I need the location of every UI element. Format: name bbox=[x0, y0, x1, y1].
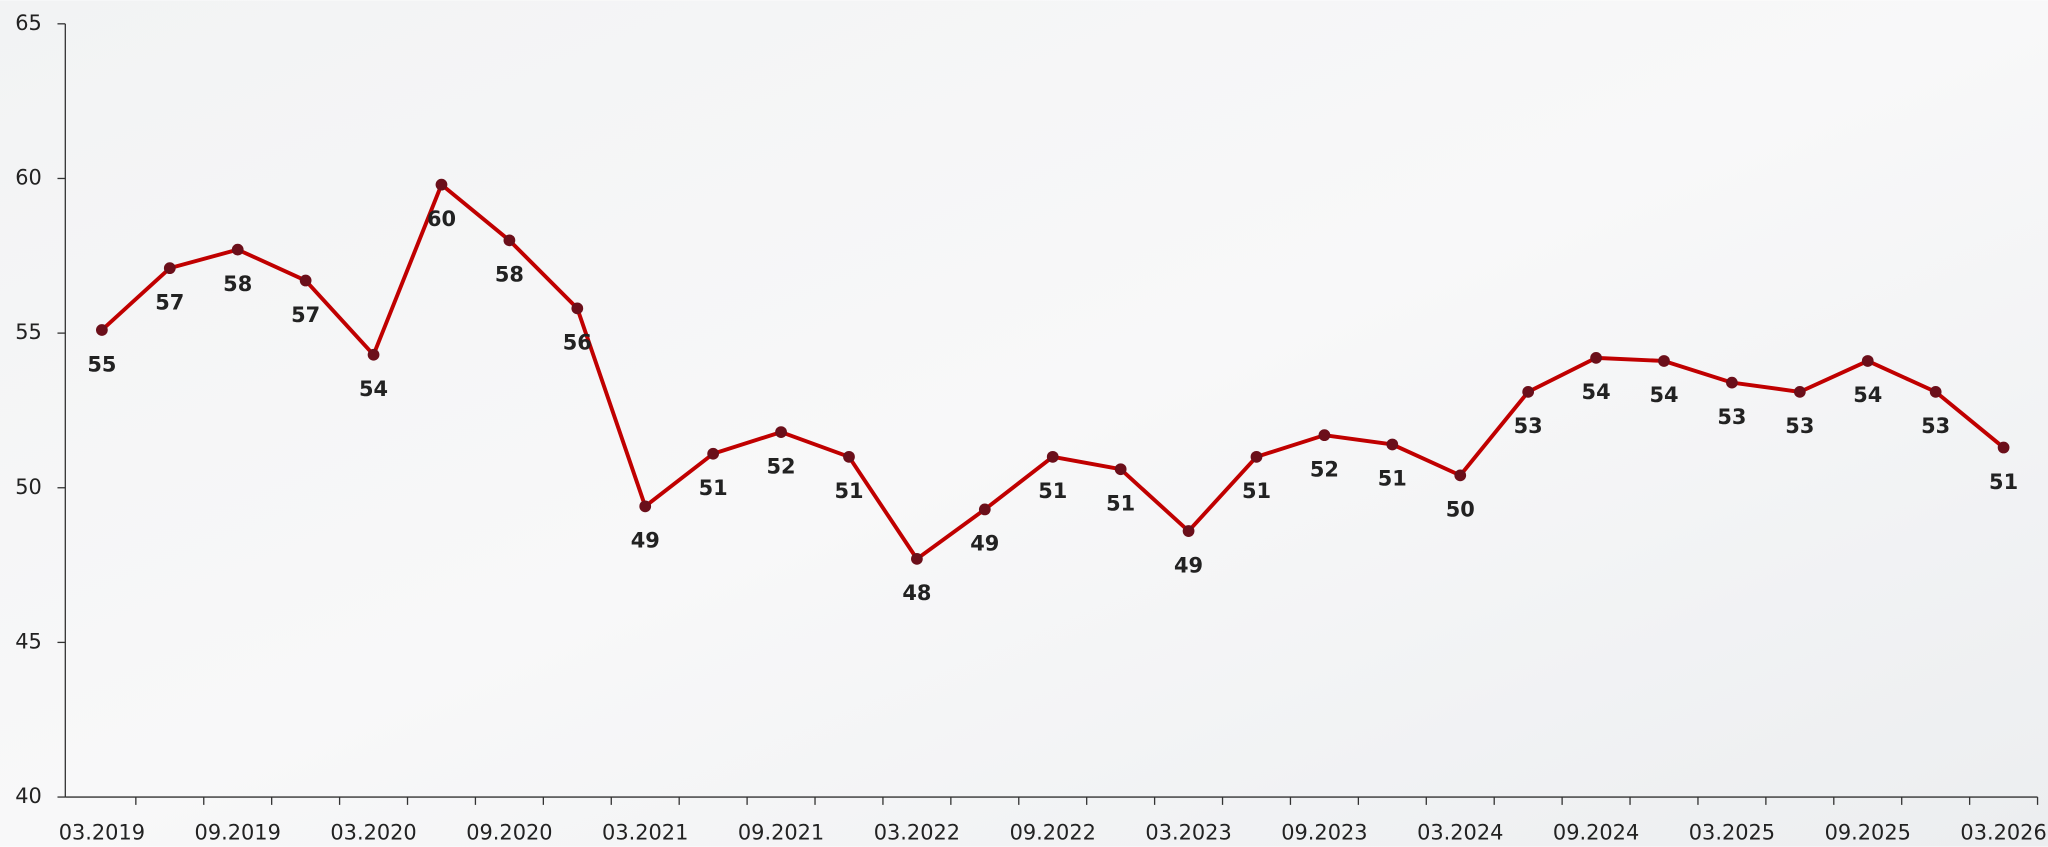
marker bbox=[843, 450, 855, 463]
data-label: 57 bbox=[155, 290, 184, 314]
data-label: 53 bbox=[1514, 414, 1543, 438]
y-tick-label: 65 bbox=[15, 11, 42, 35]
marker bbox=[367, 348, 380, 361]
y-tick-label: 45 bbox=[15, 629, 42, 653]
x-tick-label: 03.2024 bbox=[1417, 821, 1503, 845]
data-label: 58 bbox=[223, 272, 252, 296]
marker bbox=[1929, 386, 1942, 398]
x-tick-label: 09.2022 bbox=[1010, 821, 1096, 845]
data-label: 51 bbox=[1242, 479, 1271, 503]
data-label: 58 bbox=[495, 263, 524, 287]
data-label: 51 bbox=[1378, 467, 1407, 491]
x-tick-label: 03.2020 bbox=[330, 821, 416, 845]
marker bbox=[163, 262, 176, 275]
data-label: 54 bbox=[1853, 383, 1882, 407]
y-tick-label: 60 bbox=[15, 165, 42, 189]
marker bbox=[1250, 450, 1263, 463]
marker bbox=[96, 324, 108, 336]
x-tick-label: 03.2023 bbox=[1145, 821, 1231, 845]
x-tick-label: 09.2020 bbox=[466, 821, 552, 845]
y-tick-label: 55 bbox=[15, 320, 42, 344]
data-label: 56 bbox=[563, 331, 592, 355]
marker bbox=[1454, 469, 1467, 482]
marker bbox=[435, 178, 448, 191]
y-tick-label: 50 bbox=[15, 475, 42, 499]
data-label: 51 bbox=[1106, 491, 1135, 515]
x-tick-label: 09.2021 bbox=[738, 821, 824, 845]
data-label: 53 bbox=[1921, 414, 1950, 438]
data-label: 50 bbox=[1446, 498, 1475, 522]
marker bbox=[1522, 386, 1535, 398]
marker bbox=[1114, 463, 1127, 476]
data-label: 52 bbox=[1310, 457, 1339, 481]
marker bbox=[775, 426, 787, 438]
data-label: 54 bbox=[359, 377, 388, 401]
marker bbox=[1658, 355, 1670, 367]
data-label: 49 bbox=[1174, 553, 1203, 577]
data-label: 54 bbox=[1582, 380, 1611, 404]
x-tick-label: 03.2019 bbox=[59, 821, 145, 845]
marker bbox=[1386, 438, 1399, 451]
marker bbox=[1182, 525, 1195, 537]
marker bbox=[1318, 429, 1331, 442]
data-label: 55 bbox=[87, 352, 116, 376]
marker bbox=[707, 447, 720, 460]
data-label: 51 bbox=[699, 476, 728, 500]
x-tick-label: 09.2025 bbox=[1825, 821, 1911, 845]
data-label: 54 bbox=[1649, 383, 1678, 407]
data-label: 60 bbox=[427, 207, 456, 231]
x-tick-label: 09.2019 bbox=[195, 821, 281, 845]
x-tick-label: 03.2021 bbox=[602, 821, 688, 845]
marker bbox=[1590, 351, 1602, 364]
marker bbox=[1046, 450, 1059, 463]
data-label: 53 bbox=[1717, 405, 1746, 429]
data-label: 52 bbox=[767, 454, 796, 478]
marker bbox=[1726, 376, 1738, 389]
data-label: 49 bbox=[631, 529, 660, 553]
data-label: 48 bbox=[902, 581, 931, 605]
marker bbox=[503, 234, 516, 247]
marker bbox=[1793, 386, 1806, 398]
marker bbox=[911, 553, 923, 565]
marker bbox=[231, 243, 244, 256]
x-tick-label: 09.2024 bbox=[1553, 821, 1639, 845]
x-tick-label: 03.2026 bbox=[1960, 821, 2046, 845]
x-tick-label: 03.2025 bbox=[1689, 821, 1775, 845]
marker bbox=[1861, 355, 1874, 367]
data-label: 51 bbox=[1989, 470, 2018, 494]
y-tick-label: 40 bbox=[15, 784, 42, 808]
marker bbox=[299, 274, 312, 287]
marker bbox=[639, 500, 652, 513]
marker bbox=[978, 503, 991, 516]
marker bbox=[571, 302, 584, 315]
x-tick-label: 09.2023 bbox=[1281, 821, 1367, 845]
data-label: 51 bbox=[834, 479, 863, 503]
marker bbox=[1997, 441, 2010, 454]
data-label: 53 bbox=[1785, 414, 1814, 438]
data-label: 49 bbox=[970, 532, 999, 556]
data-label: 57 bbox=[291, 303, 320, 327]
data-label: 51 bbox=[1038, 479, 1067, 503]
x-tick-label: 03.2022 bbox=[874, 821, 960, 845]
